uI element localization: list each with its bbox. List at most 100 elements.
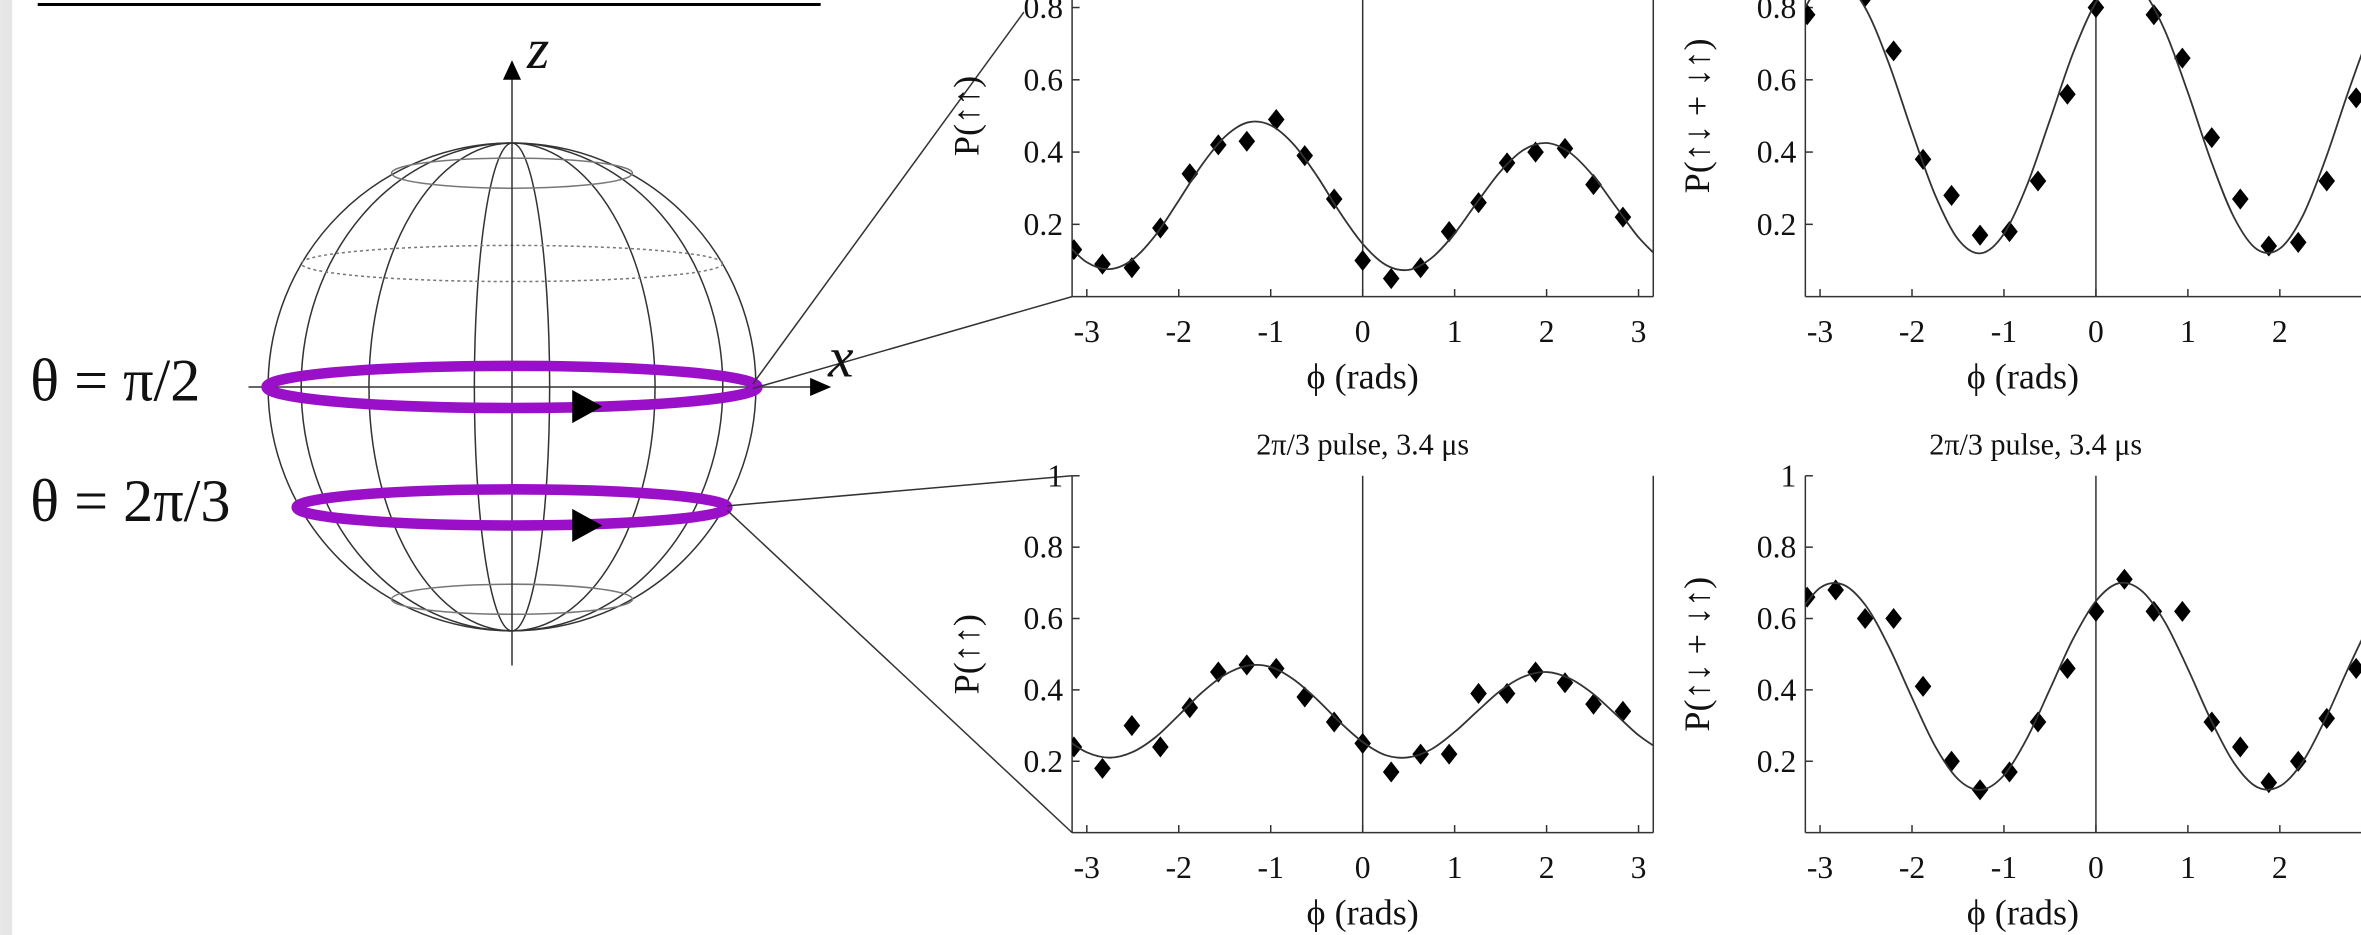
x-tick-label: -3: [1807, 314, 1833, 349]
x-tick-label: 2: [1539, 850, 1555, 885]
data-point: [1094, 758, 1111, 779]
x-tick-label: -2: [1166, 314, 1192, 349]
panel: -3 -2 -1 0 1 2 0.2 0.4 0.6 0.8 ϕ (rads) P(↑↓ + ↓↑): [1677, 0, 2361, 396]
arrowhead: [503, 60, 521, 80]
x-tick-label: 0: [1355, 314, 1371, 349]
data-point: [1354, 250, 1371, 271]
axis-z-label: z: [526, 18, 549, 81]
data-point: [1383, 268, 1400, 289]
data-point: [1585, 694, 1602, 715]
x-tick-label: -3: [1074, 850, 1100, 885]
data-point: [1972, 225, 1989, 246]
data-point: [1182, 697, 1199, 718]
x-tick-label: -1: [1258, 314, 1284, 349]
x-tick-label: -3: [1074, 314, 1100, 349]
panel: -3-2-101230.20.40.60.81ϕ (rads)P(↑↑)2π/3…: [947, 428, 1662, 933]
y-tick-label: 1: [1047, 458, 1063, 493]
data-point: [1943, 751, 1960, 772]
x-tick-label: 2: [2272, 314, 2288, 349]
direction-arrow: [572, 509, 602, 542]
x-tick-label: 3: [1631, 850, 1647, 885]
data-point: [1557, 672, 1574, 693]
data-point: [1296, 686, 1313, 707]
y-tick-label: 0.2: [1757, 207, 1797, 242]
data-point: [1124, 715, 1141, 736]
page-edge: [0, 0, 12, 935]
data-point: [2348, 658, 2361, 679]
x-tick-label: 1: [2180, 314, 2196, 349]
data-point: [2232, 189, 2249, 210]
x-axis-label: ϕ (rads): [1967, 892, 2079, 932]
connector: [753, 12, 1024, 384]
data-point: [2232, 736, 2249, 757]
data-point: [2174, 601, 2191, 622]
data-point: [1066, 736, 1083, 757]
y-tick-label: 0.8: [1024, 0, 1064, 25]
x-tick-label: -1: [1258, 850, 1284, 885]
theta-label: θ = 2π/3: [30, 468, 230, 535]
x-axis-label: ϕ (rads): [1307, 356, 1419, 396]
x-tick-label: 0: [2088, 314, 2104, 349]
y-tick-label: 0.6: [1757, 601, 1797, 636]
data-point: [1470, 192, 1487, 213]
page: z x θ = π/2 θ = 2π/3 -3 -2 -1 0 1 2 3 0.2 0.4 0.6…: [0, 0, 2361, 935]
data-point: [2348, 87, 2361, 108]
theta-label: θ = π/2: [30, 347, 200, 414]
direction-arrow: [572, 390, 602, 423]
y-axis-label: P(↑↑): [947, 614, 987, 694]
data-point: [1915, 149, 1932, 170]
y-axis-label: P(↑↑): [947, 76, 987, 156]
x-tick-label: -1: [1991, 850, 2017, 885]
plot-area: [1797, 569, 2361, 801]
x-axis-label: ϕ (rads): [1967, 356, 2079, 396]
data-point: [1857, 608, 1874, 629]
data-point: [1354, 733, 1371, 754]
x-tick-label: -3: [1807, 850, 1833, 885]
y-tick-label: 0.6: [1024, 62, 1064, 97]
y-tick-label: 0.8: [1757, 0, 1797, 25]
x-axis-label: ϕ (rads): [1307, 892, 1419, 932]
x-tick-label: -2: [1166, 850, 1192, 885]
data-point: [1470, 683, 1487, 704]
data-point: [2318, 708, 2335, 729]
y-axis-label: P(↑↓ + ↓↑): [1677, 39, 1717, 194]
axis-x-label: x: [827, 326, 853, 389]
data-point: [1094, 254, 1111, 275]
x-tick-label: -1: [1991, 314, 2017, 349]
x-tick-label: 2: [1539, 314, 1555, 349]
data-point: [1239, 131, 1256, 152]
y-tick-label: 0.6: [1757, 62, 1797, 97]
data-point: [1799, 4, 1816, 25]
x-tick-label: -2: [1899, 314, 1925, 349]
chart-title: 2π/3 pulse, 3.4 μs: [1929, 428, 2142, 462]
fit-line: [1797, 0, 2361, 253]
y-tick-label: 0.2: [1024, 207, 1064, 242]
fit-line: [1797, 583, 2361, 790]
data-point: [1296, 145, 1313, 166]
data-point: [1326, 189, 1343, 210]
data-point: [1915, 676, 1932, 697]
y-tick-label: 0.4: [1757, 672, 1797, 707]
y-tick-label: 0.4: [1757, 135, 1797, 170]
figure: z x θ = π/2 θ = 2π/3 -3 -2 -1 0 1 2 3 0.2 0.4 0.6…: [0, 0, 2361, 935]
connector: [727, 476, 1072, 506]
y-tick-label: 0.6: [1024, 601, 1064, 636]
data-point: [1268, 109, 1285, 130]
x-tick-label: 0: [2088, 850, 2104, 885]
y-tick-label: 0.4: [1024, 135, 1064, 170]
y-tick-label: 0.8: [1757, 530, 1797, 565]
data-point: [1441, 744, 1458, 765]
data-point: [2001, 761, 2018, 782]
x-tick-label: 3: [1631, 314, 1647, 349]
data-point: [1799, 587, 1816, 608]
y-tick-label: 0.4: [1024, 672, 1064, 707]
connector: [753, 297, 1072, 389]
x-tick-label: 2: [2272, 850, 2288, 885]
data-point: [1152, 736, 1169, 757]
data-point: [1943, 185, 1960, 206]
data-point: [2088, 601, 2105, 622]
data-point: [1615, 701, 1632, 722]
x-tick-label: 1: [1447, 850, 1463, 885]
data-point: [2116, 569, 2133, 590]
